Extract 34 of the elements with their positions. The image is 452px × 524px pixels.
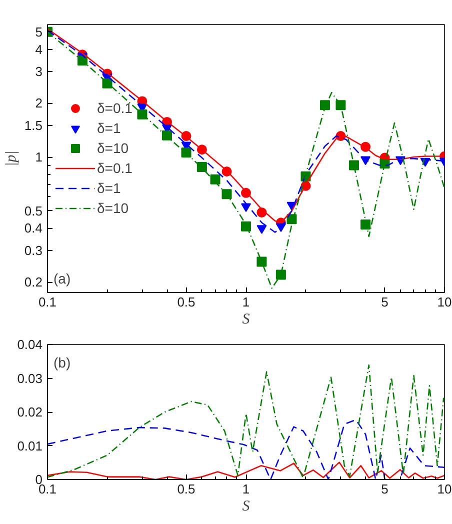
x-tick-label: 5	[381, 482, 388, 496]
y-tick-label: 2	[35, 96, 43, 111]
x-tick-label: 10	[437, 482, 452, 496]
x-tick-label: 5	[381, 294, 388, 310]
y-tick-label: 0.3	[24, 243, 43, 258]
legend-label: δ=0.1	[97, 100, 132, 116]
x-tick-label: 1	[242, 482, 250, 496]
y-tick-label: 0.01	[17, 438, 43, 454]
y-tick-label: 0.04	[17, 337, 43, 352]
legend-label: δ=1	[97, 180, 121, 196]
annotation: (a)	[54, 270, 71, 286]
y-tick-label: 1	[35, 150, 43, 165]
y-tick-label: 3	[35, 64, 43, 80]
x-axis-title: S	[242, 498, 250, 514]
x-tick-label: 10	[437, 294, 452, 310]
x-tick-label: 0.5	[177, 294, 196, 310]
annotation: (b)	[54, 354, 71, 370]
x-tick-label: 0.1	[38, 294, 57, 310]
y-tick-label: 5	[35, 24, 43, 40]
y-tick-label: 1.5	[24, 118, 43, 133]
y-tick-label: 0.5	[24, 203, 43, 218]
legend-label: δ=10	[97, 200, 129, 216]
legend-label: δ=10	[97, 140, 129, 156]
legend-label: δ=0.1	[97, 160, 132, 176]
x-axis-title: S	[242, 312, 250, 328]
y-tick-label: 4	[35, 42, 43, 57]
y-tick-label: 0.2	[24, 274, 43, 290]
x-tick-label: 0.5	[177, 482, 196, 496]
x-tick-label: 1	[242, 294, 250, 310]
y-tick-label: 0.4	[24, 220, 43, 236]
y-axis-title: |p|	[3, 150, 20, 166]
y-tick-label: 0.03	[17, 370, 43, 386]
legend-label: δ=1	[97, 120, 121, 136]
y-tick-label: 0.02	[17, 404, 43, 420]
